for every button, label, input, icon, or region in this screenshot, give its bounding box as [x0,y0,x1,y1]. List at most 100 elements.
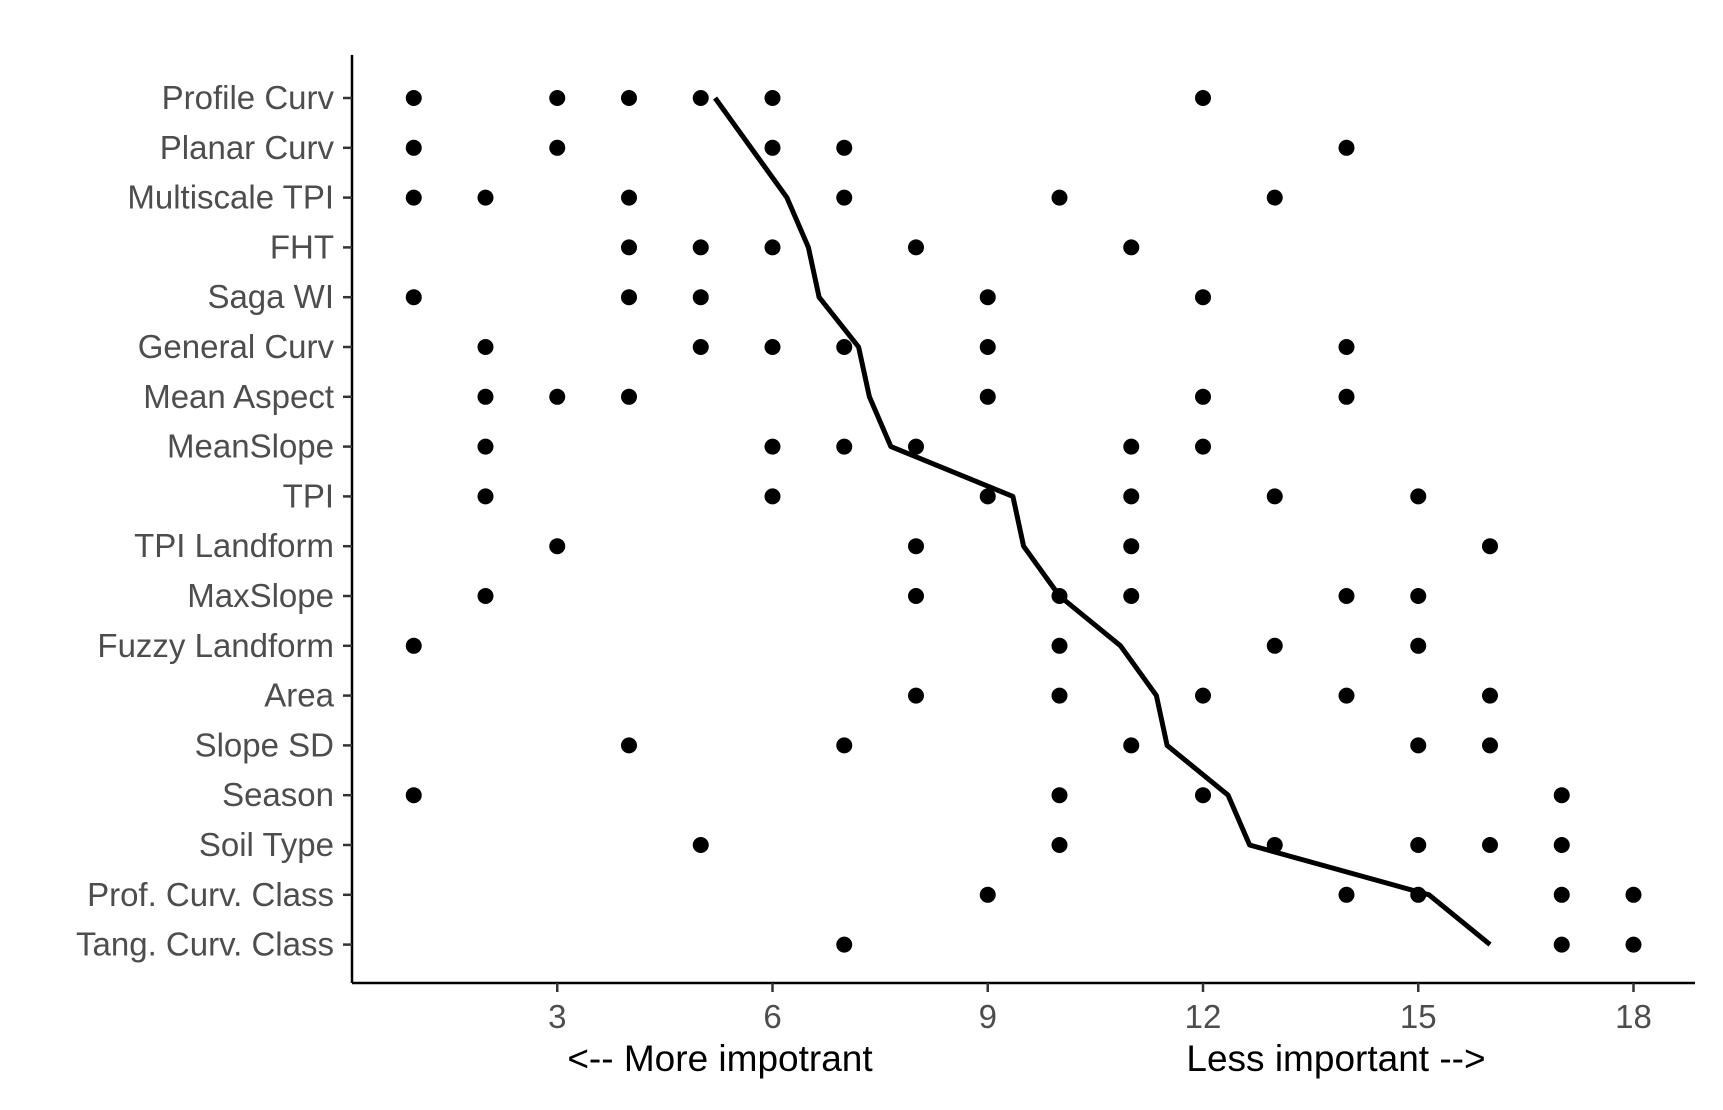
data-point [549,388,566,405]
data-point [692,239,709,256]
data-point [1123,538,1140,555]
data-point [477,588,494,604]
data-point [836,737,853,754]
data-point [1123,488,1140,505]
data-point [1338,388,1355,405]
data-point [1625,936,1642,953]
data-point [549,90,566,106]
data-point [1195,388,1211,405]
data-point [1410,488,1427,505]
y-tick-label: TPI [283,477,334,514]
data-point [1195,787,1211,804]
data-point [405,189,422,206]
y-tick-label: Slope SD [195,726,334,763]
data-point [764,90,781,106]
data-point [405,90,422,106]
data-point [1553,936,1570,953]
y-tick-label: FHT [270,228,334,265]
data-point [1410,637,1427,654]
data-point [1482,737,1498,754]
data-point [621,289,637,306]
x-axis-label-right: Less important --> [1186,1038,1485,1079]
data-point [621,239,637,256]
data-point [1266,637,1283,654]
data-point [692,289,709,306]
data-point [1553,886,1570,903]
data-point [1338,687,1355,704]
data-point [836,438,853,455]
data-point [621,90,637,106]
data-point [1051,837,1068,853]
y-tick-label: Saga WI [207,278,334,315]
data-point [764,139,781,156]
y-tick-label: General Curv [138,328,335,365]
data-point [1195,90,1211,106]
x-tick-label: 3 [548,998,566,1035]
data-point [477,438,494,455]
y-tick-label: Mean Aspect [143,378,334,415]
data-point [692,339,709,355]
data-point [1338,588,1355,604]
data-point [477,388,494,405]
data-point [621,737,637,754]
data-point [1051,588,1068,604]
x-tick-label: 6 [763,998,781,1035]
data-point [405,637,422,654]
data-point [1123,438,1140,455]
data-point [405,787,422,804]
x-axis-ticks: 3 6 9 12 15 18 [548,983,1652,1035]
data-point [764,488,781,505]
data-point [764,438,781,455]
data-point [1123,737,1140,754]
data-point [836,139,853,156]
data-point [1195,289,1211,306]
data-point [621,189,637,206]
data-point [764,339,781,355]
data-point [1410,737,1427,754]
data-point [908,438,924,455]
data-point [1482,538,1498,555]
x-tick-label: 18 [1615,998,1652,1035]
data-point [836,936,853,953]
data-point [1410,588,1427,604]
data-point [764,239,781,256]
data-point [477,189,494,206]
data-point [549,139,566,156]
data-point [908,538,924,555]
data-point [1051,687,1068,704]
data-point [1195,687,1211,704]
trend-line [713,96,1492,947]
y-axis-ticks: Profile Curv Planar Curv Multiscale TPI FHT… [76,79,352,963]
data-point [1266,488,1283,505]
data-point [1553,837,1570,853]
data-point [692,90,709,106]
y-tick-label: Planar Curv [160,129,335,166]
y-tick-label: MaxSlope [187,577,334,614]
data-point [1266,189,1283,206]
y-tick-label: Area [264,677,334,714]
x-tick-label: 9 [979,998,997,1035]
data-point [1051,637,1068,654]
x-axis-label-left: <-- More impotrant [567,1038,873,1079]
data-point [1410,886,1427,903]
data-point [1051,787,1068,804]
data-point [692,837,709,853]
y-tick-label: Season [222,776,334,813]
data-point [549,538,566,555]
data-point [1482,687,1498,704]
data-point [405,139,422,156]
data-point [836,189,853,206]
data-point [1123,588,1140,604]
x-tick-label: 15 [1400,998,1437,1035]
data-point [836,339,853,355]
data-point [477,339,494,355]
data-point [979,388,996,405]
data-point [979,339,996,355]
y-tick-label: Soil Type [199,826,334,863]
y-tick-label: Multiscale TPI [127,179,334,216]
data-point [1625,886,1642,903]
y-tick-label: Profile Curv [162,79,335,116]
data-point [979,886,996,903]
data-point [908,687,924,704]
